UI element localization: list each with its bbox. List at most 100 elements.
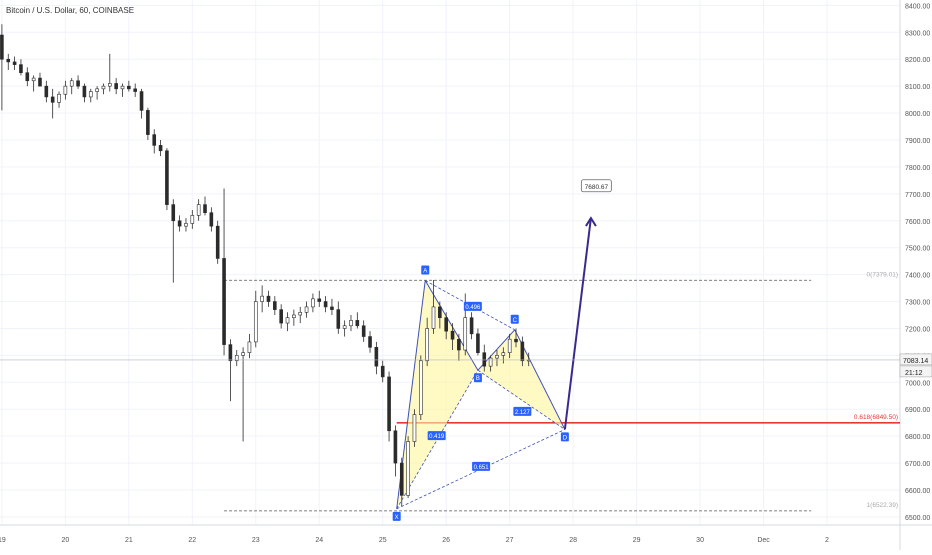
candle-body: [152, 134, 157, 146]
candle: [88, 88, 93, 103]
candle-body: [228, 344, 233, 362]
candle: [292, 309, 296, 326]
candle: [0, 24, 4, 111]
candle-body: [88, 91, 93, 98]
candle: [127, 80, 131, 92]
x-tick-label: Dec: [757, 537, 770, 544]
candle: [380, 360, 385, 383]
pattern-point-x: X: [392, 511, 401, 521]
pattern-fill-xab: [396, 280, 478, 509]
pattern-point-labels: X A B C D: [392, 265, 569, 521]
candle-body: [38, 77, 42, 87]
candle: [520, 336, 525, 367]
candle: [203, 196, 207, 216]
candle: [95, 86, 99, 100]
candle-body: [158, 145, 163, 152]
candle-body: [171, 204, 176, 222]
candle-body: [501, 352, 506, 356]
pattern-diagonal: [477, 369, 566, 430]
candle: [165, 148, 169, 210]
ratio-label-text: 0.419: [429, 434, 445, 440]
candle-body: [209, 212, 214, 227]
candle-body: [247, 341, 252, 353]
y-tick-label: 7800.00: [905, 165, 930, 172]
y-tick-label: 8100.00: [905, 84, 930, 91]
candle: [50, 88, 55, 119]
candle: [311, 293, 315, 313]
candle: [488, 355, 493, 372]
point-label: A: [423, 269, 427, 275]
ratio-label: 0.496: [463, 301, 482, 311]
candle: [399, 457, 404, 507]
candle: [260, 285, 264, 313]
candle: [152, 129, 157, 154]
candle-body: [127, 85, 131, 90]
y-tick-label: 8200.00: [905, 57, 930, 64]
candle-body: [234, 355, 239, 362]
candle-body: [298, 312, 303, 316]
candle: [184, 218, 188, 232]
candle-body: [311, 298, 315, 308]
candle: [120, 83, 125, 97]
candle-body: [279, 309, 283, 324]
pattern-point-c: C: [510, 314, 519, 324]
candle-body: [253, 301, 258, 343]
candle: [279, 304, 283, 329]
level-label: 1(6522.39): [867, 502, 898, 509]
candle-body: [25, 72, 30, 82]
candle: [6, 53, 11, 70]
point-label: X: [395, 515, 399, 521]
candle-body: [507, 338, 512, 353]
candle-body: [6, 58, 11, 63]
candle: [444, 312, 448, 340]
candle-body: [399, 462, 404, 496]
y-tick-label: 6500.00: [905, 515, 930, 522]
target-label: 7680.67: [580, 179, 612, 193]
candle-body: [285, 317, 290, 324]
candle-body: [215, 225, 220, 259]
x-tick-label: 29: [633, 537, 641, 544]
y-tick-label: 7200.00: [905, 326, 930, 333]
candle-body: [361, 325, 366, 337]
candle: [57, 91, 61, 108]
candle-body: [463, 317, 468, 351]
candle: [222, 188, 226, 356]
y-tick-label: 7600.00: [905, 219, 930, 226]
candle: [501, 347, 506, 364]
candle-body: [387, 376, 391, 432]
candle: [438, 301, 442, 329]
candle-body: [31, 77, 36, 82]
y-axis-ticks: 8400.00 8300.00 8200.00 8100.00 8000.00 7900.…: [905, 3, 930, 522]
candle-body: [108, 83, 112, 87]
candle-body: [292, 314, 296, 318]
candle: [285, 312, 290, 332]
candle: [177, 215, 182, 232]
pattern-point-d: D: [560, 432, 569, 442]
point-label-bg: [510, 314, 519, 324]
candle-body: [273, 301, 277, 310]
candle-body: [57, 93, 61, 103]
pattern-fill-bcd: [477, 329, 565, 430]
candle: [31, 75, 36, 92]
candle-body: [419, 360, 423, 415]
x-tick-label: 25: [379, 537, 387, 544]
ratio-label-bg: [463, 301, 482, 311]
candle: [361, 320, 366, 342]
candle: [349, 315, 353, 332]
candle-body: [488, 357, 493, 367]
candle: [63, 80, 68, 100]
candle: [406, 436, 410, 499]
candle-body: [444, 317, 448, 332]
candle: [469, 312, 474, 340]
point-label: B: [476, 376, 480, 382]
last-price-box: [899, 353, 932, 366]
candle-body: [349, 320, 353, 327]
target-label-box: [580, 179, 612, 193]
y-tick-label: 7900.00: [905, 138, 930, 145]
ratio-label-text: 2.127: [515, 410, 531, 416]
candle: [19, 59, 23, 76]
candle-body: [190, 215, 195, 224]
candle-body: [82, 85, 87, 98]
